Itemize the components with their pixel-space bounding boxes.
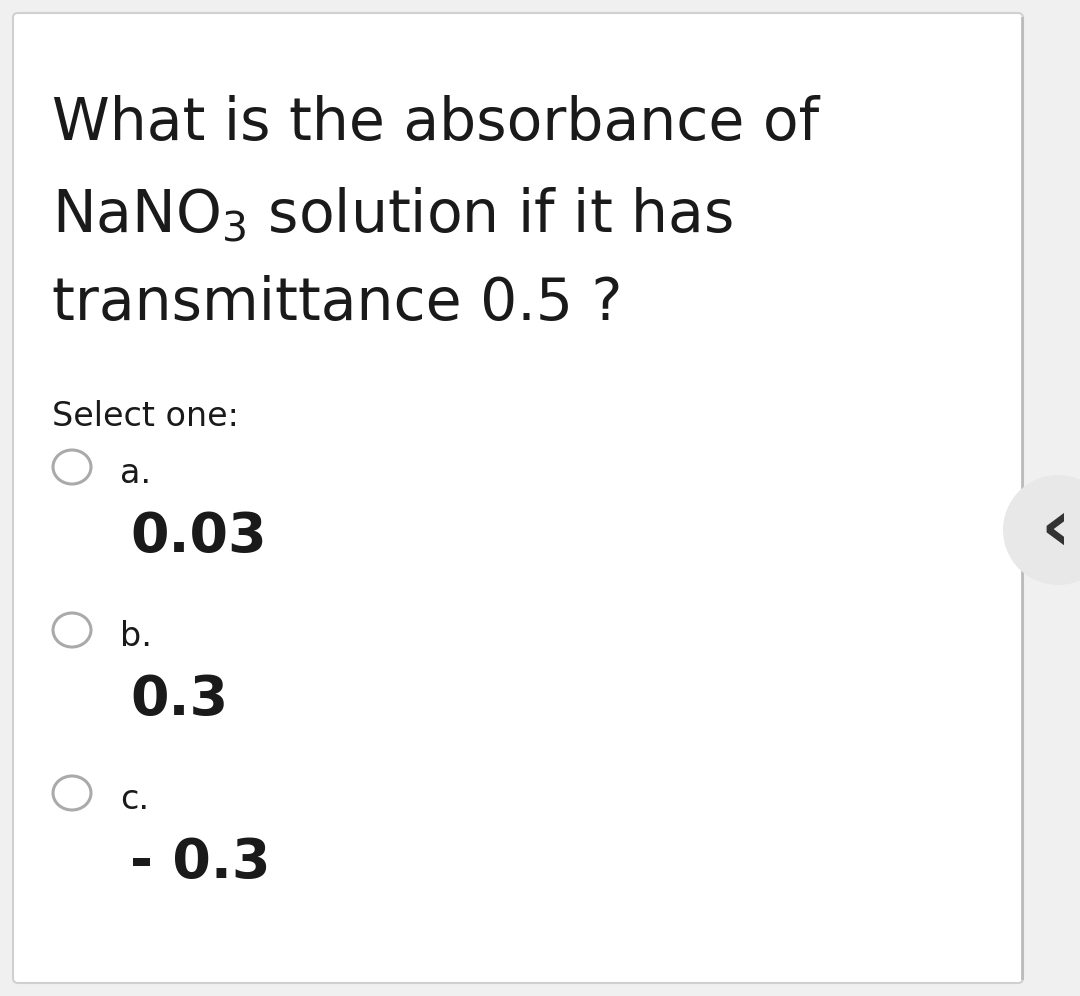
Text: NaNO$_3$ solution if it has: NaNO$_3$ solution if it has [52, 185, 732, 244]
Text: - 0.3: - 0.3 [130, 836, 270, 890]
Text: Select one:: Select one: [52, 400, 239, 433]
Text: transmittance 0.5 ?: transmittance 0.5 ? [52, 275, 622, 332]
Text: a.: a. [120, 457, 151, 490]
Text: 0.3: 0.3 [130, 673, 228, 727]
Text: What is the absorbance of: What is the absorbance of [52, 95, 820, 152]
Text: 0.03: 0.03 [130, 510, 267, 564]
Text: ‹: ‹ [1040, 495, 1070, 565]
FancyBboxPatch shape [13, 13, 1023, 983]
Text: b.: b. [120, 620, 152, 653]
Circle shape [1003, 475, 1080, 585]
Text: c.: c. [120, 783, 149, 816]
